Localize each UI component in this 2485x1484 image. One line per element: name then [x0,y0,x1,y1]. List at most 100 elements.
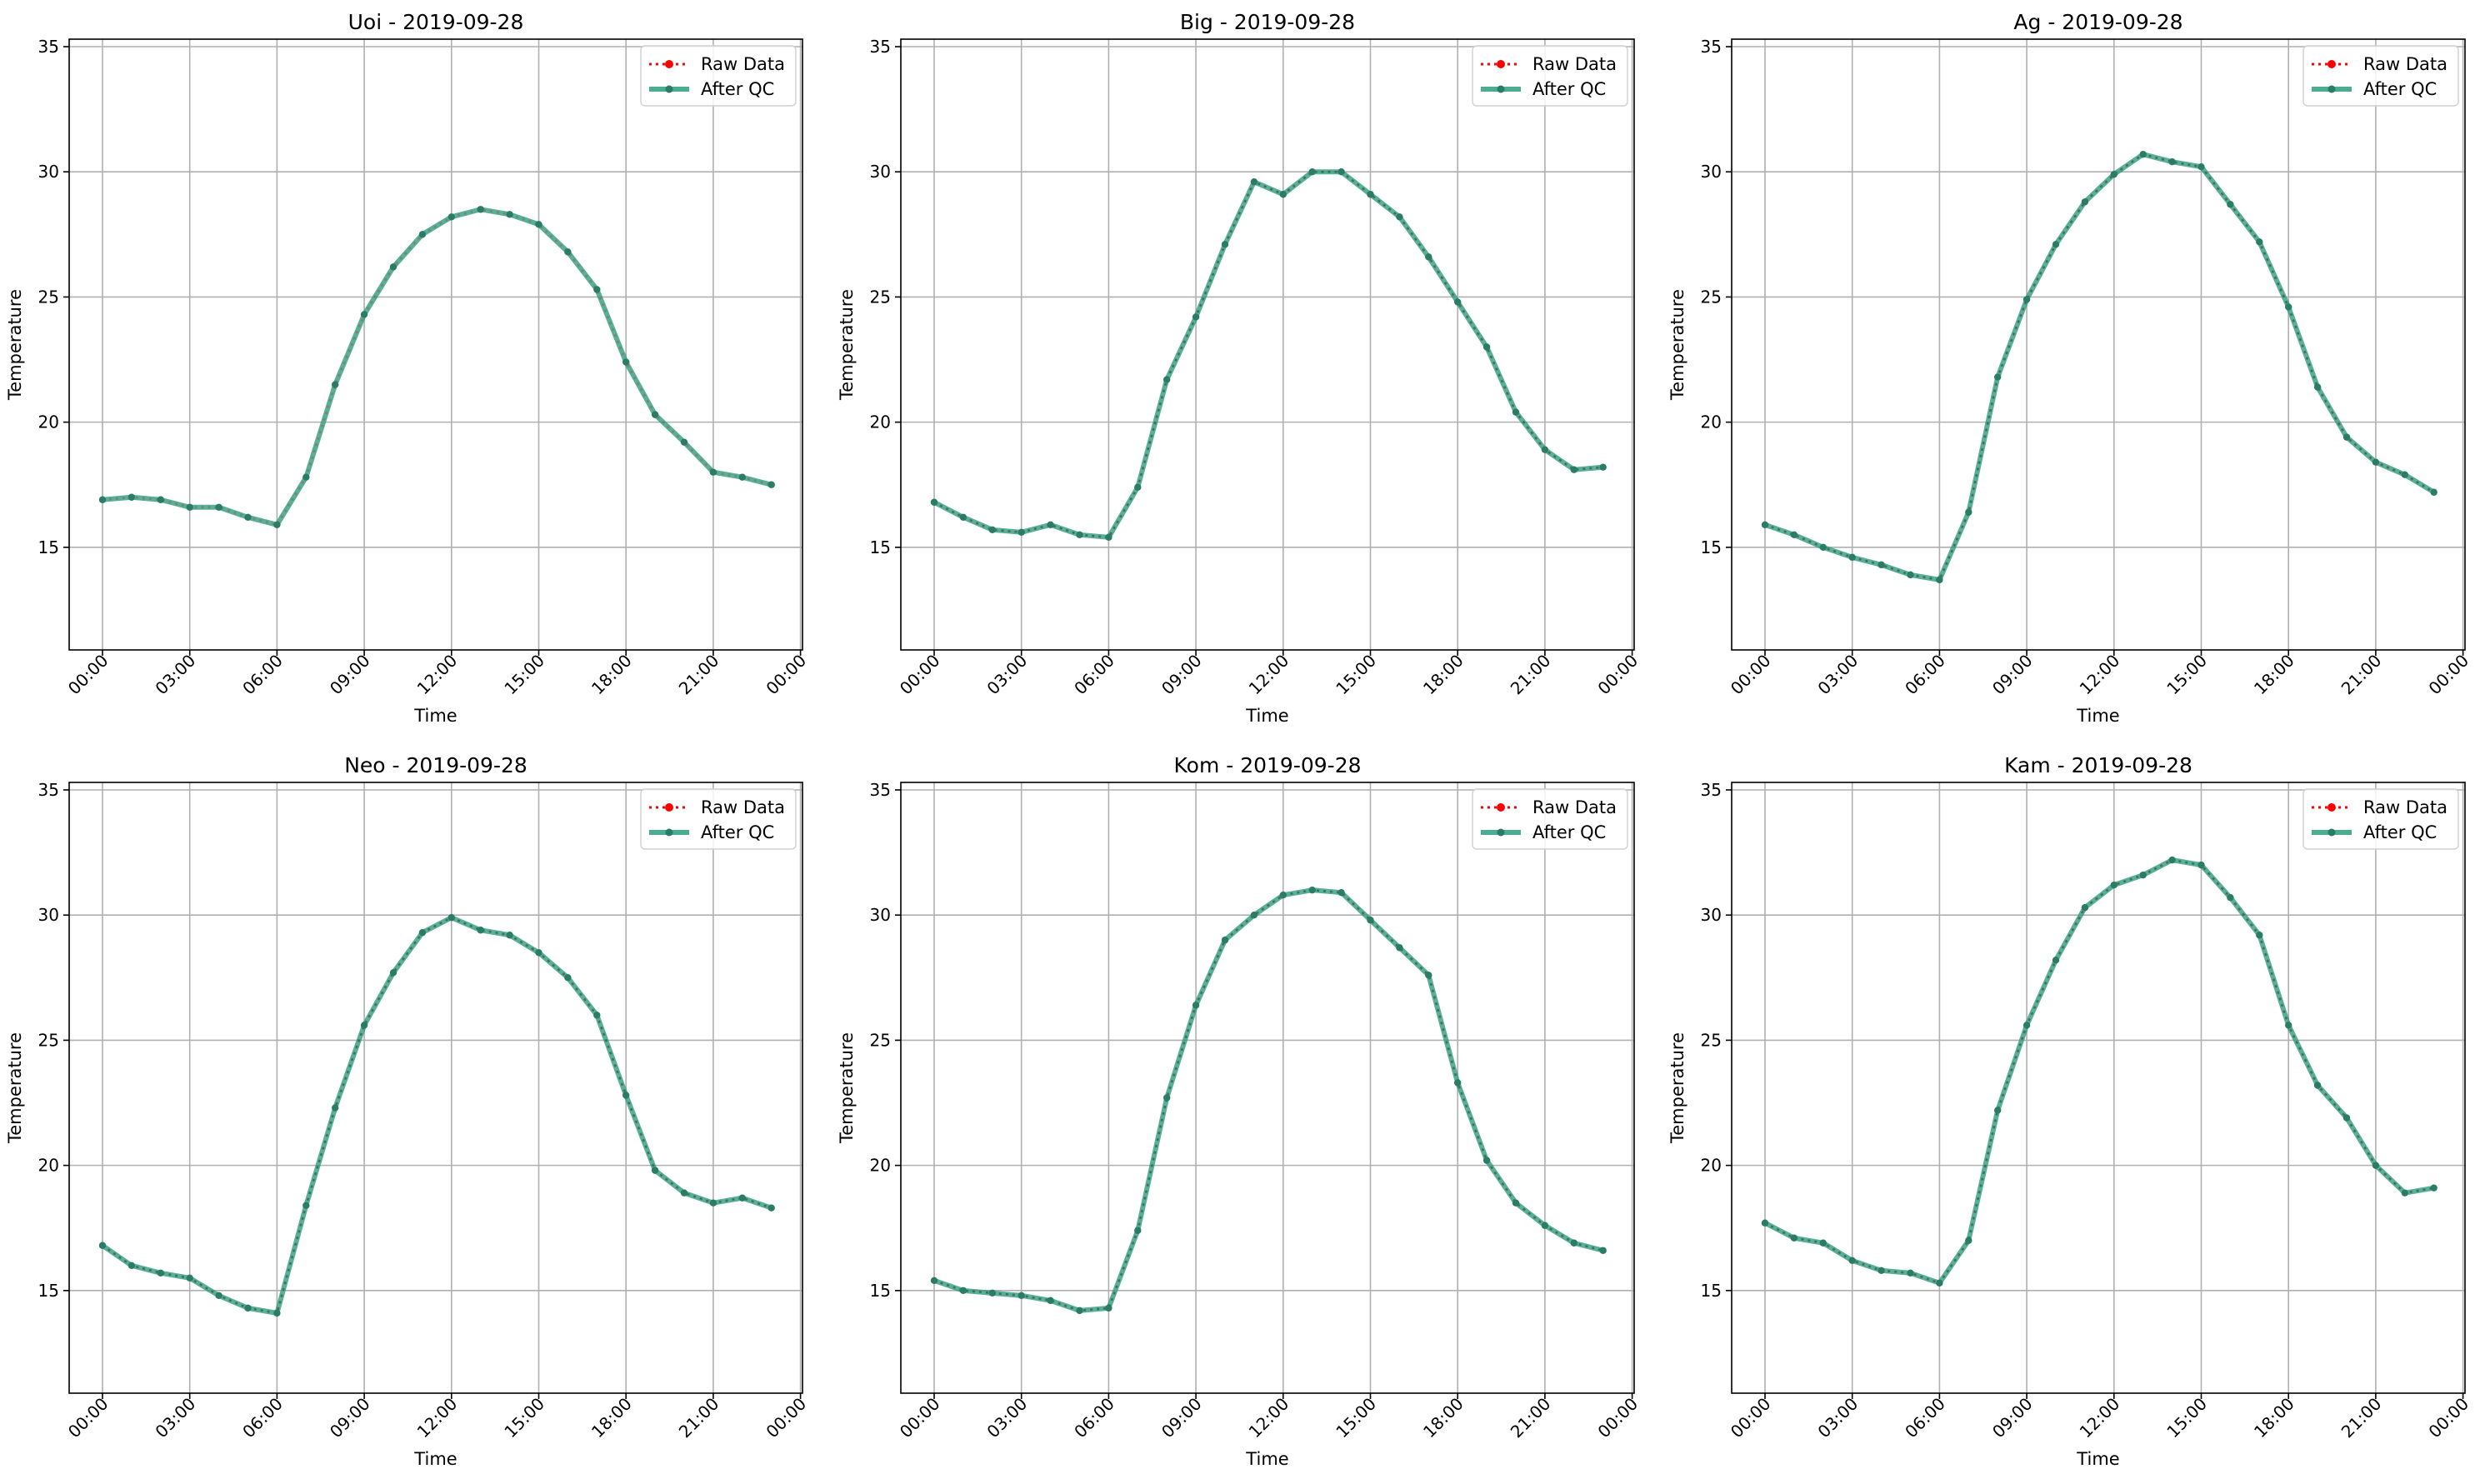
x-tick-label: 18:00 [588,651,636,699]
data-point-after-qc [273,1309,281,1317]
axes-frame [1731,38,2466,651]
data-point-after-qc [302,473,310,481]
data-point-after-qc [1047,1297,1054,1305]
x-tick-label: 03:00 [152,1394,200,1442]
x-axis-label: Time [2076,1449,2119,1469]
data-point-after-qc [2285,1022,2292,1029]
data-point-after-qc [1308,886,1316,894]
x-tick-label: 12:00 [1245,1394,1293,1442]
legend: Raw Data After QC [1472,788,1628,850]
data-point-after-qc [302,1202,310,1209]
legend-label-after-qc: After QC [701,79,774,99]
y-axis-label: Temperature [1668,1032,1688,1144]
data-point-after-qc [2313,1082,2322,1089]
x-tick-label: 21:00 [2338,651,2386,699]
legend-label-after-qc: After QC [701,822,774,842]
data-point-after-qc [389,263,398,271]
x-tick-label: 15:00 [500,651,548,699]
data-point-after-qc [535,949,542,957]
legend-label-raw-data: Raw Data [2363,797,2448,817]
data-point-after-qc [1878,1267,1885,1274]
y-tick-label: 15 [1701,537,1722,557]
y-axis-label: Temperature [837,1032,857,1144]
data-point-after-qc [2110,881,2118,889]
y-tick-label: 35 [38,37,59,57]
y-tick-label: 25 [1701,1030,1722,1050]
data-point-after-qc [1907,1269,1914,1277]
data-point-after-qc [215,1292,222,1300]
chart-panel-5: 15 20 25 30 35 00:00 03:00 06:00 09:00 12:00 15:00… [1668,753,2472,1469]
chart-title: Big - 2019-09-28 [1180,10,1355,34]
legend-label-after-qc: After QC [1532,822,1606,842]
data-point-after-qc [1105,1304,1112,1312]
data-point-after-qc [2168,856,2176,864]
axes-frame [68,38,803,651]
data-point-after-qc [738,1194,746,1202]
data-point-after-qc [709,1199,718,1207]
data-point-after-qc [2052,957,2060,964]
data-point-after-qc [1279,891,1288,899]
x-tick-label: 00:00 [1593,651,1642,699]
data-point-after-qc [2052,241,2060,248]
data-point-after-qc [1482,1157,1491,1164]
data-point-after-qc [2342,1114,2351,1122]
data-point-after-qc [1163,376,1171,383]
data-point-after-qc [1221,241,1229,248]
chart-title: Kam - 2019-09-28 [2004,753,2192,777]
x-axis-label: Time [1245,706,1288,726]
data-point-after-qc [1541,446,1549,453]
x-tick-label: 03:00 [983,651,1032,699]
series-line-raw-data [102,916,772,1315]
data-point-after-qc [1936,576,1943,584]
data-point-after-qc [2198,163,2205,171]
legend: Raw Data After QC [1472,45,1628,107]
data-point-after-qc [1221,937,1229,944]
data-point-after-qc [2168,158,2176,166]
data-point-after-qc [1279,191,1288,198]
grid [69,782,802,1393]
data-point-after-qc [1105,533,1112,542]
data-point-after-qc [1338,168,1345,176]
data-point-after-qc [1878,561,1885,569]
data-point-after-qc [1819,543,1827,552]
y-tick-label: 30 [38,162,59,182]
data-point-after-qc [2081,198,2089,206]
x-tick-label: 06:00 [238,1394,287,1442]
x-tick-label: 09:00 [326,651,374,699]
data-point-after-qc [1512,1199,1520,1207]
x-tick-label: 18:00 [2250,1394,2298,1442]
data-point-after-qc [2227,893,2234,902]
legend-marker-after-qc [1497,85,1505,93]
chart-title: Kom - 2019-09-28 [1174,753,1362,777]
y-tick-label: 35 [38,780,59,800]
y-tick-label: 35 [1701,37,1722,57]
data-point-after-qc [1396,944,1403,952]
chart-panel-4: 15 20 25 30 35 00:00 03:00 06:00 09:00 12:00 15:00… [837,753,1642,1469]
data-point-after-qc [2081,904,2089,912]
series-line-raw-overlay [102,916,772,1315]
data-point-after-qc [1425,253,1432,261]
data-point-after-qc [1047,521,1054,528]
y-tick-label: 20 [1701,412,1722,432]
series-line-raw-overlay [1764,152,2435,582]
data-point-after-qc [988,526,997,534]
grid [1732,39,2465,650]
data-point-after-qc [98,496,107,503]
data-point-after-qc [360,1022,368,1029]
data-point-after-qc [2256,238,2263,246]
y-tick-label: 35 [870,780,891,800]
data-point-after-qc [680,438,688,446]
y-tick-label: 15 [38,1281,59,1301]
series-line-raw-data [102,207,772,527]
data-point-after-qc [1599,463,1607,471]
legend-label-raw-data: Raw Data [701,797,785,817]
x-tick-label: 15:00 [1332,651,1380,699]
data-point-after-qc [593,286,601,293]
data-point-after-qc [930,1277,938,1285]
data-point-after-qc [1425,972,1432,979]
y-tick-label: 15 [1701,1281,1722,1301]
legend-marker-raw-data [2328,803,2336,812]
y-axis-label: Temperature [5,1032,25,1144]
x-tick-label: 21:00 [675,651,723,699]
data-point-after-qc [709,468,718,476]
